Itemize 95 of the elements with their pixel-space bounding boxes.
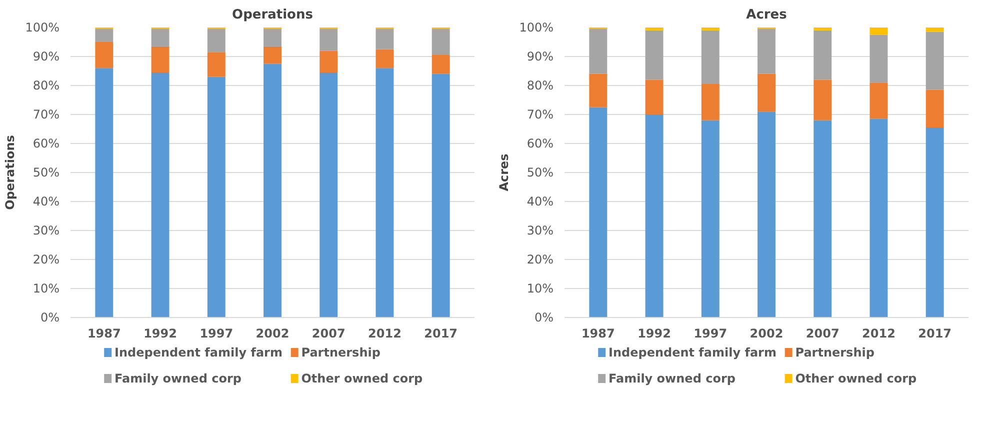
bar	[926, 128, 944, 318]
y-tick-label: 40%	[32, 194, 60, 208]
bar	[926, 32, 944, 90]
legend-label: Family owned corp	[114, 372, 242, 386]
bar	[264, 64, 282, 318]
bar	[207, 28, 226, 52]
x-tick-label: 1987	[581, 326, 615, 340]
bar	[870, 28, 888, 35]
bar	[758, 74, 776, 112]
y-tick-label: 40%	[526, 194, 554, 208]
x-tick-label: 2007	[312, 326, 346, 340]
x-tick-label: 2002	[256, 326, 290, 340]
y-tick-label: 90%	[32, 50, 60, 64]
bar	[151, 72, 170, 318]
y-tick-label: 0%	[534, 310, 554, 324]
legend-label: Independent family farm	[114, 346, 282, 360]
bar	[432, 55, 450, 74]
y-tick-label: 30%	[526, 224, 554, 238]
bar	[589, 107, 608, 318]
x-tick-label: 1997	[694, 326, 728, 340]
bar	[645, 28, 664, 30]
legend-label: Other owned corp	[795, 372, 917, 386]
y-tick-label: 50%	[526, 166, 554, 180]
y-axis-title: Operations	[3, 135, 18, 210]
x-tick-label: 1992	[144, 326, 177, 340]
y-tick-label: 0%	[40, 310, 60, 324]
legend-label: Family owned corp	[608, 372, 736, 386]
y-tick-label: 80%	[526, 78, 554, 92]
y-tick-label: 100%	[519, 20, 554, 34]
bar	[320, 72, 338, 318]
y-tick-label: 60%	[526, 136, 554, 150]
bar	[432, 74, 450, 318]
x-tick-label: 2002	[750, 326, 784, 340]
y-tick-label: 90%	[526, 50, 554, 64]
bar	[814, 28, 832, 30]
y-tick-label: 70%	[526, 108, 554, 122]
bar	[758, 28, 776, 74]
legend-label: Other owned corp	[301, 372, 423, 386]
bar	[645, 80, 664, 114]
bar	[320, 50, 338, 72]
y-tick-label: 70%	[32, 108, 60, 122]
bar	[207, 76, 226, 318]
bar	[320, 28, 338, 51]
legend-label: Partnership	[795, 346, 875, 360]
bar	[95, 68, 114, 318]
bar	[701, 120, 720, 318]
chart-title: Acres	[746, 8, 788, 22]
y-tick-label: 50%	[32, 166, 60, 180]
x-tick-label: 2007	[806, 326, 840, 340]
bar	[207, 52, 226, 77]
y-tick-label: 10%	[526, 282, 554, 296]
y-tick-label: 80%	[32, 78, 60, 92]
chart-title: Operations	[232, 8, 314, 22]
bar	[870, 118, 888, 318]
bar	[645, 30, 664, 80]
bar	[926, 28, 944, 32]
bar	[589, 74, 608, 108]
y-tick-label: 10%	[32, 282, 60, 296]
y-tick-label: 30%	[32, 224, 60, 238]
bar	[151, 28, 170, 46]
bar	[376, 68, 394, 318]
bar	[814, 80, 832, 120]
bar	[701, 84, 720, 120]
y-tick-label: 20%	[526, 252, 554, 266]
bar	[870, 82, 888, 119]
bar	[264, 28, 282, 46]
x-tick-label: 1987	[87, 326, 121, 340]
x-tick-label: 2012	[862, 326, 896, 340]
bar	[376, 28, 394, 50]
bar	[870, 34, 888, 83]
bar	[151, 46, 170, 72]
legend-label: Partnership	[301, 346, 381, 360]
legend-label: Independent family farm	[608, 346, 776, 360]
x-tick-label: 2012	[368, 326, 402, 340]
bar	[432, 28, 450, 56]
x-tick-label: 2017	[918, 326, 952, 340]
bar	[701, 30, 720, 84]
y-tick-label: 100%	[25, 20, 60, 34]
bar	[95, 28, 114, 42]
y-tick-label: 20%	[32, 252, 60, 266]
x-tick-label: 1992	[638, 326, 671, 340]
bar	[589, 28, 608, 74]
bar	[926, 90, 944, 128]
y-tick-label: 60%	[32, 136, 60, 150]
x-tick-label: 1997	[200, 326, 234, 340]
bar	[701, 28, 720, 30]
bar	[376, 49, 394, 68]
bar	[758, 112, 776, 318]
bar	[814, 30, 832, 80]
y-axis-title: Acres	[497, 154, 512, 192]
bar	[95, 42, 114, 68]
x-tick-label: 2017	[424, 326, 458, 340]
bar	[645, 114, 664, 318]
bar	[264, 46, 282, 64]
bar	[814, 120, 832, 318]
